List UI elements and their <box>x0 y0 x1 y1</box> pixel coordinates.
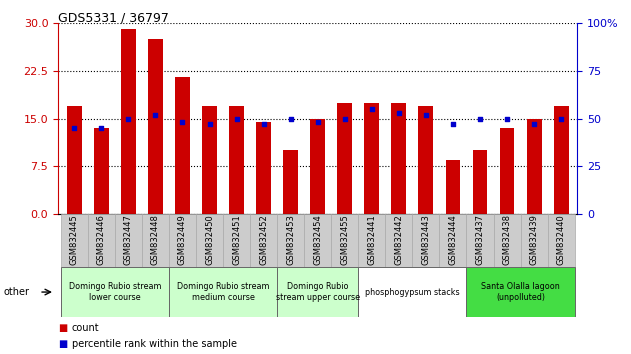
Bar <box>148 39 163 214</box>
Bar <box>196 214 223 267</box>
Point <box>123 116 133 121</box>
Bar <box>256 122 271 214</box>
Text: GSM832443: GSM832443 <box>422 214 430 265</box>
Text: ■: ■ <box>58 323 68 333</box>
Text: ■: ■ <box>58 339 68 349</box>
Bar <box>169 214 196 267</box>
Bar <box>553 106 569 214</box>
Text: GSM832450: GSM832450 <box>205 214 214 265</box>
Bar <box>386 214 413 267</box>
Text: GSM832455: GSM832455 <box>340 214 349 265</box>
Point <box>448 121 458 127</box>
Bar <box>61 267 169 317</box>
Bar <box>61 214 88 267</box>
Bar <box>500 128 514 214</box>
Bar <box>175 77 190 214</box>
Text: GSM832449: GSM832449 <box>178 214 187 265</box>
Bar <box>229 106 244 214</box>
Bar <box>250 214 277 267</box>
Point <box>502 116 512 121</box>
Bar <box>418 106 433 214</box>
Point <box>286 116 296 121</box>
Bar <box>277 214 304 267</box>
Bar <box>283 150 298 214</box>
Text: phosphogypsum stacks: phosphogypsum stacks <box>365 287 460 297</box>
Bar <box>331 214 358 267</box>
Bar <box>169 267 277 317</box>
Text: GSM832442: GSM832442 <box>394 214 403 265</box>
Bar <box>358 214 386 267</box>
Text: other: other <box>3 287 29 297</box>
Bar <box>466 214 493 267</box>
Text: GSM832452: GSM832452 <box>259 214 268 265</box>
Point <box>204 121 215 127</box>
Point <box>475 116 485 121</box>
Text: GSM832446: GSM832446 <box>97 214 106 265</box>
Bar <box>445 160 461 214</box>
Text: GSM832451: GSM832451 <box>232 214 241 265</box>
Bar <box>304 214 331 267</box>
Bar <box>142 214 169 267</box>
Bar <box>473 150 487 214</box>
Bar <box>338 103 352 214</box>
Point <box>177 120 187 125</box>
Bar <box>310 119 325 214</box>
Text: count: count <box>72 323 100 333</box>
Point <box>394 110 404 116</box>
Text: Domingo Rubio stream
lower course: Domingo Rubio stream lower course <box>69 282 161 302</box>
Bar <box>413 214 439 267</box>
Text: GSM832439: GSM832439 <box>529 214 539 265</box>
Point <box>529 121 539 127</box>
Point <box>232 116 242 121</box>
Bar <box>94 128 109 214</box>
Text: GSM832447: GSM832447 <box>124 214 133 265</box>
Point <box>97 125 107 131</box>
Bar <box>67 106 82 214</box>
Text: Domingo Rubio
stream upper course: Domingo Rubio stream upper course <box>276 282 360 302</box>
Text: GSM832448: GSM832448 <box>151 214 160 265</box>
Bar <box>358 267 466 317</box>
Bar <box>121 29 136 214</box>
Point <box>259 121 269 127</box>
Point <box>339 116 350 121</box>
Text: GSM832453: GSM832453 <box>286 214 295 265</box>
Bar <box>439 214 466 267</box>
Text: GSM832454: GSM832454 <box>313 214 322 265</box>
Point <box>421 112 431 118</box>
Point <box>69 125 80 131</box>
Bar <box>364 103 379 214</box>
Bar <box>277 267 358 317</box>
Bar <box>527 119 541 214</box>
Text: Santa Olalla lagoon
(unpolluted): Santa Olalla lagoon (unpolluted) <box>481 282 560 302</box>
Text: GSM832438: GSM832438 <box>502 214 512 265</box>
Bar <box>88 214 115 267</box>
Text: Domingo Rubio stream
medium course: Domingo Rubio stream medium course <box>177 282 269 302</box>
Bar <box>466 267 575 317</box>
Text: GSM832441: GSM832441 <box>367 214 376 265</box>
Point <box>312 120 322 125</box>
Bar <box>223 214 250 267</box>
Bar <box>202 106 217 214</box>
Bar <box>391 103 406 214</box>
Bar <box>548 214 575 267</box>
Text: GDS5331 / 36797: GDS5331 / 36797 <box>58 11 169 24</box>
Text: GSM832445: GSM832445 <box>70 214 79 265</box>
Point <box>150 112 160 118</box>
Bar <box>521 214 548 267</box>
Point <box>556 116 566 121</box>
Text: GSM832437: GSM832437 <box>476 214 485 265</box>
Bar <box>115 214 142 267</box>
Bar <box>493 214 521 267</box>
Point <box>367 106 377 112</box>
Text: percentile rank within the sample: percentile rank within the sample <box>72 339 237 349</box>
Text: GSM832440: GSM832440 <box>557 214 565 265</box>
Text: GSM832444: GSM832444 <box>449 214 457 265</box>
